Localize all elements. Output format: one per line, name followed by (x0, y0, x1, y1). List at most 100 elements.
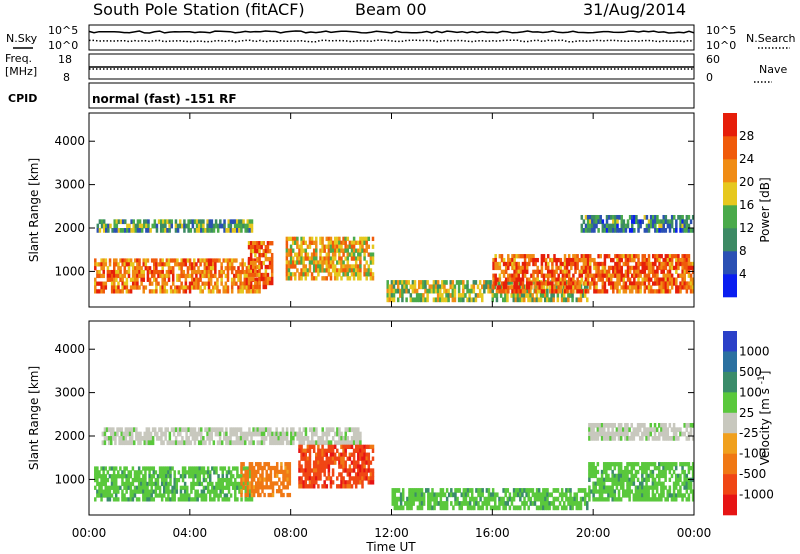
echo-cell (219, 489, 222, 494)
echo-cell (491, 492, 495, 498)
echo-cell (288, 492, 292, 498)
echo-cell (231, 427, 234, 433)
echo-cell (319, 440, 322, 446)
echo-cell (651, 269, 655, 274)
echo-cell (611, 436, 614, 441)
echo-cell (664, 219, 668, 225)
echo-cell (164, 219, 167, 225)
echo-cell (312, 484, 316, 489)
echo-cell (119, 289, 122, 294)
echo-cell (635, 273, 638, 278)
echo-cell (261, 481, 264, 486)
echo-cell (199, 262, 202, 267)
echo-cell (639, 289, 642, 294)
echo-cell (495, 288, 499, 294)
echo-cell (127, 485, 130, 490)
echo-cell (302, 264, 305, 269)
echo-cell (350, 427, 354, 433)
echo-cell (615, 427, 619, 433)
echo-cell (286, 473, 289, 478)
echo-cell (540, 501, 543, 506)
echo-cell (485, 496, 489, 502)
echo-cell (308, 456, 312, 461)
echo-cell (259, 465, 262, 471)
echo-cell (193, 269, 196, 275)
echo-cell (622, 219, 626, 225)
echo-cell (674, 431, 678, 437)
echo-cell (300, 272, 303, 277)
echo-cell (246, 228, 250, 233)
echo-cell (681, 273, 684, 278)
echo-cell (492, 281, 495, 286)
echo-cell (649, 261, 653, 267)
echo-cell (613, 462, 617, 467)
echo-cell (668, 465, 672, 471)
echo-cell (481, 488, 484, 493)
echo-cell (196, 497, 199, 502)
echo-cell (512, 496, 516, 502)
echo-cell (367, 460, 371, 465)
echo-cell (496, 261, 500, 267)
echo-cell (645, 473, 648, 479)
echo-cell (315, 276, 318, 281)
echo-cell (136, 277, 139, 282)
echo-cell (158, 427, 161, 433)
echo-cell (144, 477, 147, 483)
echo-cell (300, 452, 303, 457)
echo-cell (237, 289, 240, 294)
echo-cell (563, 285, 567, 290)
echo-cell (567, 257, 571, 263)
echo-cell (635, 281, 638, 286)
echo-cell (614, 273, 617, 278)
echo-cell (528, 285, 531, 290)
echo-cell (100, 489, 103, 494)
echo-cell (286, 477, 289, 482)
echo-cell (576, 261, 579, 267)
echo-cell (653, 422, 657, 428)
echo-cell (472, 297, 476, 303)
echo-cell (98, 269, 101, 275)
echo-cell (641, 219, 644, 225)
echo-cell (284, 462, 287, 467)
echo-cell (127, 269, 131, 275)
echo-cell (336, 431, 339, 437)
echo-cell (609, 281, 613, 286)
echo-cell (147, 427, 151, 433)
echo-cell (230, 262, 234, 267)
echo-cell (399, 288, 402, 294)
echo-cell (473, 496, 476, 502)
echo-cell (352, 276, 356, 281)
echo-cell (357, 440, 360, 446)
echo-cell (211, 289, 215, 294)
echo-cell (506, 293, 509, 298)
echo-cell (540, 492, 543, 498)
echo-cell (98, 481, 101, 487)
echo-cell (535, 496, 539, 502)
echo-cell (502, 505, 505, 511)
echo-cell (235, 223, 239, 229)
echo-cell (208, 219, 212, 225)
echo-cell (607, 493, 610, 498)
echo-cell (598, 497, 602, 502)
echo-cell (628, 281, 632, 286)
echo-cell (257, 485, 260, 490)
echo-cell (365, 268, 368, 273)
echo-cell (239, 436, 243, 441)
echo-cell (213, 497, 216, 502)
echo-cell (683, 269, 686, 274)
echo-cell (609, 285, 613, 290)
echo-cell (681, 497, 684, 502)
echo-cell (216, 223, 220, 229)
echo-cell (542, 277, 546, 282)
echo-cell (348, 468, 352, 473)
echo-cell (523, 269, 527, 274)
echo-cell (506, 297, 509, 303)
echo-cell (494, 492, 497, 498)
echo-cell (357, 256, 360, 261)
echo-cell (664, 277, 668, 282)
echo-cell (632, 465, 636, 471)
echo-cell (361, 244, 364, 249)
echo-cell (137, 481, 141, 487)
echo-cell (207, 273, 211, 279)
echo-cell (651, 289, 655, 294)
